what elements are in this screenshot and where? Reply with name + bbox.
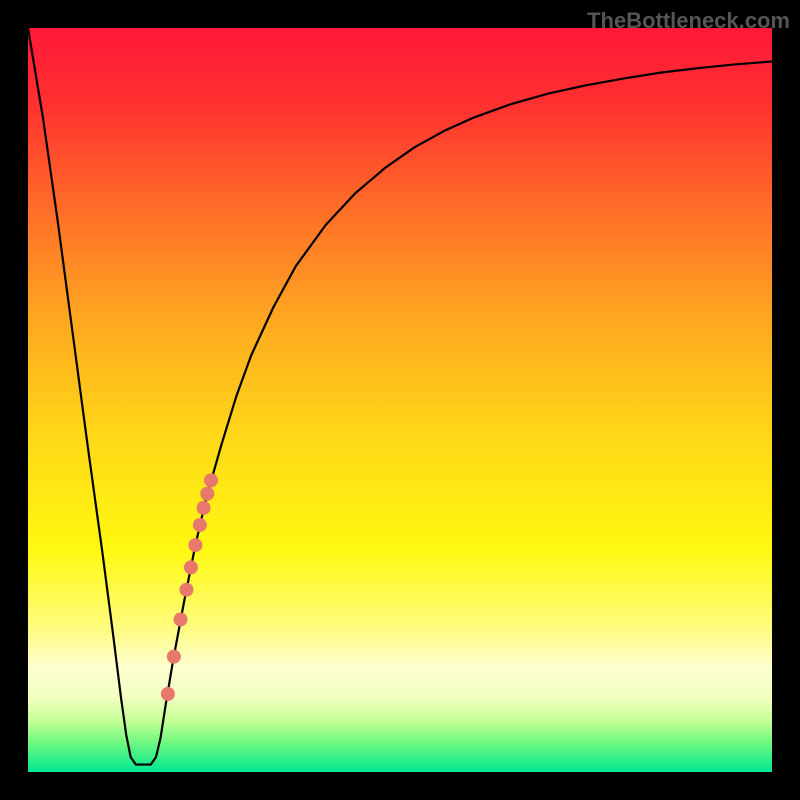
gradient-background (28, 28, 772, 772)
scatter-point (184, 560, 198, 574)
bottleneck-chart (28, 28, 772, 772)
scatter-point (161, 687, 175, 701)
scatter-point (193, 518, 207, 532)
scatter-point (174, 612, 188, 626)
scatter-point (197, 501, 211, 515)
scatter-point (188, 538, 202, 552)
scatter-point (167, 650, 181, 664)
scatter-point (204, 473, 218, 487)
plot-area (28, 28, 772, 772)
scatter-point (179, 583, 193, 597)
chart-container: TheBottleneck.com (0, 0, 800, 800)
watermark-text: TheBottleneck.com (587, 8, 790, 34)
scatter-point (200, 487, 214, 501)
